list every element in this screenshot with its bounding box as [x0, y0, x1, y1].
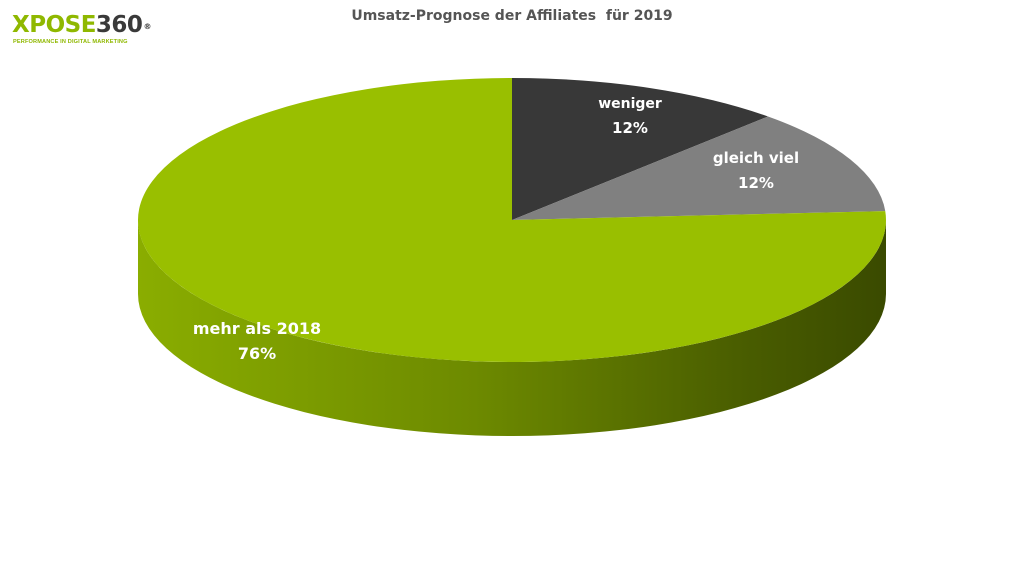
logo-word-dark: 360: [95, 12, 143, 38]
slice-label-weniger: weniger: [598, 96, 662, 112]
slice-label-gleich-viel: gleich viel: [713, 149, 799, 167]
slice-label-mehr-als-2018: mehr als 2018: [193, 319, 321, 338]
brand-logo: XPOSE360® PERFORMANCE IN DIGITAL MARKETI…: [12, 12, 162, 48]
slice-value-gleich-viel: 12%: [738, 174, 774, 192]
logo-wordmark: XPOSE360®: [12, 12, 151, 38]
pie-side-wall: [138, 220, 886, 436]
logo-registered-mark: ®: [143, 22, 151, 31]
slice-value-weniger: 12%: [612, 119, 648, 137]
logo-word-green: XPOSE: [12, 12, 96, 38]
slice-value-mehr-als-2018: 76%: [238, 344, 276, 363]
pie-data-labels: weniger 12% gleich viel 12% mehr als 2018 76%: [193, 96, 799, 363]
chart-title: Umsatz-Prognose der Affiliates für 2019: [351, 8, 673, 24]
logo-tagline: PERFORMANCE IN DIGITAL MARKETING: [13, 39, 128, 45]
pie-slice-gleich-viel: [512, 116, 886, 220]
pie-side-wall-mehr-als-2018: [138, 220, 886, 436]
pie-top-face: [138, 78, 886, 362]
pie-slice-mehr-als-2018: [138, 78, 886, 362]
pie-slice-weniger: [512, 78, 769, 220]
